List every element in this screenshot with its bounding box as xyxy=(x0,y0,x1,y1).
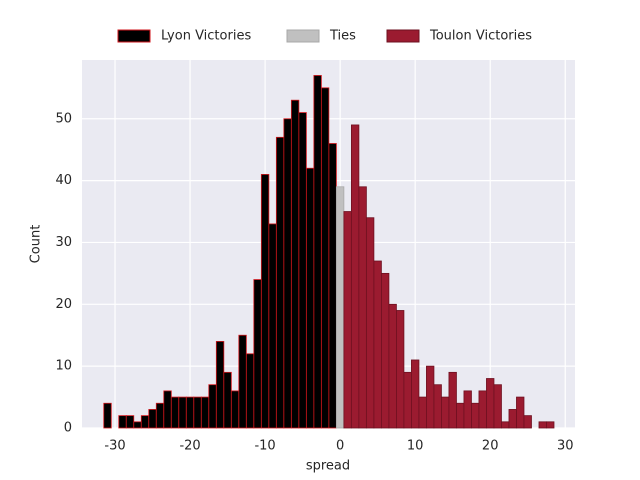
legend-swatch xyxy=(117,29,151,43)
bar xyxy=(501,421,510,429)
bar xyxy=(478,390,487,429)
legend-swatch xyxy=(286,29,320,43)
legend-label: Lyon Victories xyxy=(161,29,251,44)
bar xyxy=(133,421,142,429)
bar xyxy=(305,167,315,429)
x-tick-label: 10 xyxy=(407,439,424,454)
bar xyxy=(523,415,532,429)
bar xyxy=(238,334,247,429)
bar xyxy=(546,421,555,429)
bar xyxy=(538,421,547,429)
bar xyxy=(388,303,397,429)
legend-swatch xyxy=(386,29,420,43)
bar xyxy=(320,87,330,429)
bar xyxy=(358,186,367,429)
bar xyxy=(103,402,112,429)
bar xyxy=(148,409,157,429)
bar xyxy=(185,396,195,429)
bar xyxy=(365,217,375,429)
bar xyxy=(350,124,360,429)
bar xyxy=(268,223,277,429)
bar xyxy=(155,402,165,429)
y-tick-label: 50 xyxy=(55,111,72,126)
bar xyxy=(471,402,480,429)
bar xyxy=(418,396,427,429)
bar xyxy=(170,396,180,429)
x-tick-label: 30 xyxy=(557,439,574,454)
bar xyxy=(140,415,150,429)
bar xyxy=(396,310,405,429)
bar xyxy=(463,390,472,429)
x-axis-label: spread xyxy=(306,459,350,474)
bar xyxy=(448,371,457,429)
bar xyxy=(260,174,270,429)
bar xyxy=(486,378,495,429)
bar xyxy=(381,272,390,429)
bar xyxy=(441,396,450,429)
bar xyxy=(373,260,382,429)
y-axis-label: Count xyxy=(29,225,44,264)
x-tick-label: 0 xyxy=(336,439,344,454)
bar xyxy=(403,371,412,429)
bar xyxy=(456,402,465,429)
bar xyxy=(290,99,300,429)
bar xyxy=(516,396,525,429)
bar xyxy=(275,136,285,429)
bar xyxy=(411,359,420,429)
x-tick-label: -30 xyxy=(104,439,125,454)
y-tick-label: 20 xyxy=(55,297,72,312)
bar xyxy=(200,396,210,429)
bar xyxy=(125,415,135,429)
x-tick-label: -20 xyxy=(179,439,200,454)
bar xyxy=(193,396,202,429)
bar xyxy=(253,279,262,429)
bar xyxy=(215,341,225,429)
y-tick-label: 30 xyxy=(55,235,72,250)
bar xyxy=(163,390,172,429)
bar xyxy=(335,186,345,429)
bar xyxy=(426,365,435,429)
legend-label: Toulon Victories xyxy=(429,29,532,44)
bar xyxy=(433,384,442,429)
bar xyxy=(493,384,502,429)
bar xyxy=(118,415,127,429)
x-tick-label: -10 xyxy=(254,439,275,454)
bar xyxy=(328,143,337,429)
bar xyxy=(245,353,255,429)
bar xyxy=(343,211,352,429)
bar xyxy=(223,371,232,429)
bar xyxy=(508,409,517,429)
y-tick-label: 0 xyxy=(64,421,72,436)
bar xyxy=(178,396,187,429)
bar xyxy=(230,390,240,429)
y-tick-label: 10 xyxy=(55,359,72,374)
bar xyxy=(313,75,322,429)
bar xyxy=(208,384,217,429)
bar xyxy=(283,118,292,429)
x-tick-label: 20 xyxy=(482,439,499,454)
bar xyxy=(298,112,307,429)
legend-label: Ties xyxy=(329,29,356,44)
y-tick-label: 40 xyxy=(55,173,72,188)
